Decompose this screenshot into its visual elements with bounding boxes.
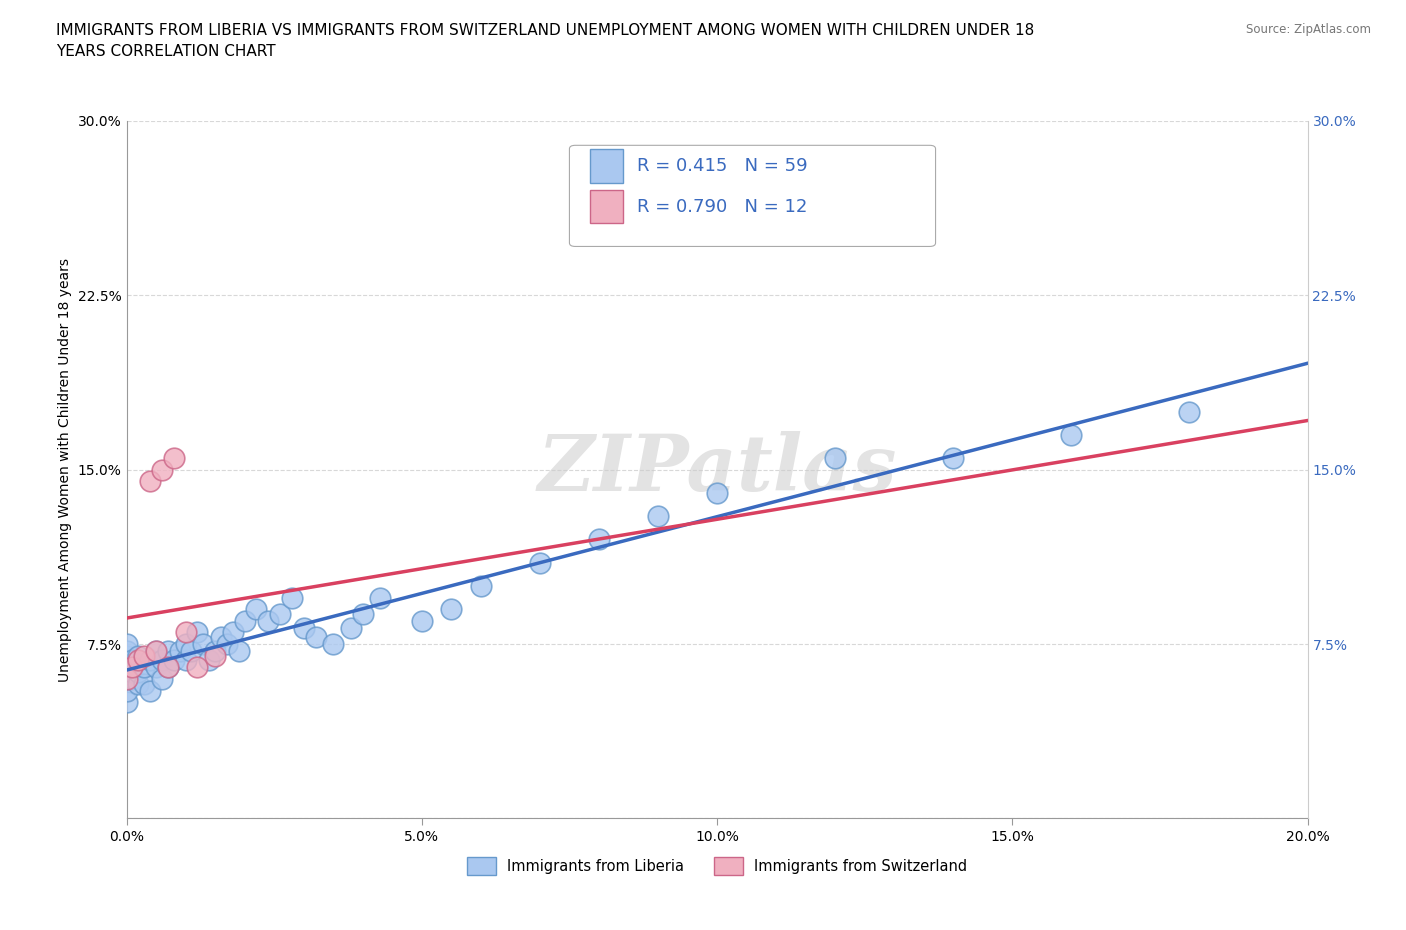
Point	[150, 671, 173, 686]
Point	[115, 671, 138, 686]
Point	[127, 664, 149, 679]
Point	[115, 644, 138, 658]
Point	[121, 664, 143, 679]
Point	[352, 606, 374, 621]
Point	[115, 683, 138, 698]
Point	[198, 653, 221, 668]
Point	[115, 671, 138, 686]
Point	[127, 648, 149, 663]
Point	[121, 660, 143, 675]
Point	[139, 683, 162, 698]
Point	[193, 637, 215, 652]
Point	[145, 660, 167, 675]
Point	[145, 644, 167, 658]
Point	[156, 660, 179, 675]
Point	[411, 614, 433, 629]
Point	[174, 625, 197, 640]
Point	[186, 660, 208, 675]
Text: ZIPatlas: ZIPatlas	[537, 432, 897, 508]
Point	[163, 451, 186, 466]
Point	[304, 630, 326, 644]
Point	[134, 660, 156, 675]
Point	[529, 555, 551, 570]
Point	[340, 620, 363, 635]
Point	[470, 578, 492, 593]
Point	[121, 671, 143, 686]
Point	[156, 660, 179, 675]
Point	[269, 606, 291, 621]
Text: Source: ZipAtlas.com: Source: ZipAtlas.com	[1246, 23, 1371, 36]
Point	[163, 653, 186, 668]
Point	[127, 653, 149, 668]
FancyBboxPatch shape	[589, 190, 623, 223]
Point	[440, 602, 463, 617]
Point	[245, 602, 267, 617]
Point	[281, 590, 304, 604]
Y-axis label: Unemployment Among Women with Children Under 18 years: Unemployment Among Women with Children U…	[58, 258, 72, 682]
Point	[174, 637, 197, 652]
Point	[257, 614, 280, 629]
Point	[115, 695, 138, 710]
Point	[145, 644, 167, 658]
Point	[156, 644, 179, 658]
Point	[322, 637, 344, 652]
Point	[150, 653, 173, 668]
Point	[180, 644, 202, 658]
Point	[228, 644, 250, 658]
Text: IMMIGRANTS FROM LIBERIA VS IMMIGRANTS FROM SWITZERLAND UNEMPLOYMENT AMONG WOMEN : IMMIGRANTS FROM LIBERIA VS IMMIGRANTS FR…	[56, 23, 1035, 60]
Point	[647, 509, 669, 524]
Point	[134, 648, 156, 663]
Text: R = 0.415   N = 59: R = 0.415 N = 59	[637, 157, 807, 175]
Point	[121, 653, 143, 668]
Point	[942, 451, 965, 466]
Point	[222, 625, 245, 640]
Point	[169, 644, 191, 658]
Point	[204, 648, 226, 663]
Point	[134, 676, 156, 691]
Point	[292, 620, 315, 635]
Point	[706, 485, 728, 500]
Point	[204, 644, 226, 658]
Point	[115, 660, 138, 675]
Point	[115, 637, 138, 652]
Point	[186, 625, 208, 640]
Point	[209, 630, 232, 644]
Point	[174, 653, 197, 668]
Point	[115, 653, 138, 668]
Point	[1178, 405, 1201, 419]
Point	[233, 614, 256, 629]
Point	[588, 532, 610, 547]
FancyBboxPatch shape	[569, 145, 935, 246]
Point	[139, 474, 162, 489]
Legend: Immigrants from Liberia, Immigrants from Switzerland: Immigrants from Liberia, Immigrants from…	[461, 851, 973, 881]
Point	[127, 676, 149, 691]
Text: R = 0.790   N = 12: R = 0.790 N = 12	[637, 198, 807, 216]
Point	[139, 653, 162, 668]
Point	[1060, 427, 1083, 442]
Point	[150, 462, 173, 477]
Point	[215, 637, 238, 652]
Point	[824, 451, 846, 466]
FancyBboxPatch shape	[589, 150, 623, 183]
Point	[370, 590, 392, 604]
Point	[115, 648, 138, 663]
